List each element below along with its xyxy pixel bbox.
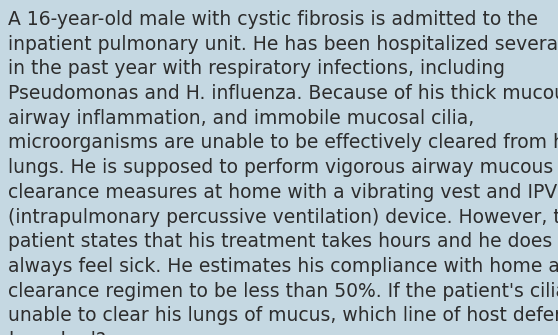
Text: A 16-year-old male with cystic fibrosis is admitted to the
inpatient pulmonary u: A 16-year-old male with cystic fibrosis … (8, 10, 558, 335)
